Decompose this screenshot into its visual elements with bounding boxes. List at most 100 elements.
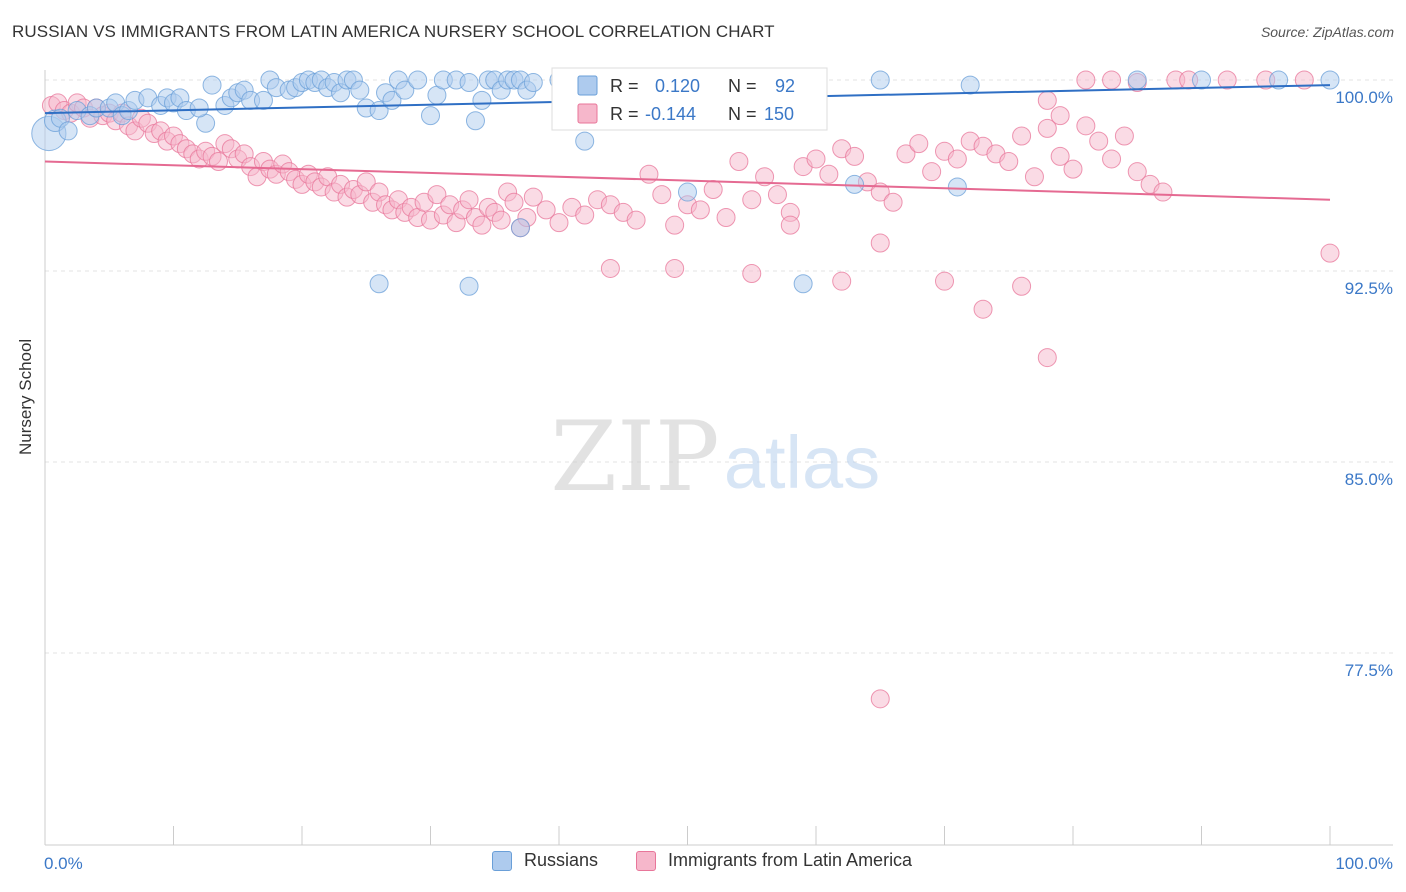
data-point — [1269, 70, 1289, 90]
legend-item-latin[interactable]: Immigrants from Latin America — [636, 850, 912, 871]
data-point — [1217, 70, 1237, 90]
stats-legend-box — [551, 67, 828, 131]
data-point — [845, 146, 865, 166]
data-point — [896, 144, 916, 164]
data-point — [202, 75, 222, 95]
data-point — [665, 215, 685, 235]
r-label-latin: R = — [610, 104, 639, 124]
data-point — [716, 208, 736, 228]
series-legend: Russians Immigrants from Latin America — [0, 850, 1406, 880]
data-point — [491, 210, 511, 230]
data-point — [253, 90, 273, 110]
data-point — [1076, 116, 1096, 136]
data-point — [1127, 162, 1147, 182]
watermark-zip: ZIP — [550, 401, 719, 513]
data-point — [1024, 167, 1044, 187]
data-point — [947, 149, 967, 169]
data-point — [832, 271, 852, 291]
chart-title: RUSSIAN VS IMMIGRANTS FROM LATIN AMERICA… — [12, 22, 775, 41]
data-point — [999, 151, 1019, 171]
data-point — [922, 162, 942, 182]
watermark: ZIP atlas — [550, 401, 880, 513]
data-point — [1294, 70, 1314, 90]
data-point — [1192, 70, 1211, 90]
data-point — [780, 215, 800, 235]
data-point — [1063, 159, 1083, 179]
data-point — [690, 200, 710, 220]
data-point — [665, 258, 685, 278]
data-point — [1320, 243, 1340, 263]
data-point — [504, 192, 524, 212]
legend-swatch-russians — [492, 850, 512, 871]
data-point — [536, 200, 556, 220]
data-point — [652, 185, 672, 205]
data-point — [678, 182, 697, 202]
axes — [44, 70, 1393, 846]
data-point — [1320, 70, 1340, 90]
data-point — [395, 80, 415, 100]
data-point — [793, 274, 813, 294]
data-point — [421, 106, 440, 126]
data-point — [729, 151, 749, 171]
data-point — [472, 90, 492, 110]
data-point — [870, 182, 890, 202]
stats-swatch-latin — [577, 103, 598, 124]
n-value-russians: 92 — [775, 76, 795, 96]
data-point — [350, 80, 370, 100]
data-point — [459, 73, 479, 93]
data-point — [1089, 131, 1109, 151]
data-point — [575, 131, 595, 151]
data-point — [973, 299, 993, 319]
data-point — [626, 210, 646, 230]
data-point — [1076, 70, 1096, 90]
x-tick-label: 0.0% — [44, 854, 83, 873]
data-point — [870, 233, 890, 253]
data-point — [1037, 348, 1057, 368]
chart-source: Source: ZipAtlas.com — [1260, 24, 1394, 40]
legend-item-russians[interactable]: Russians — [492, 850, 598, 871]
data-point — [909, 134, 929, 154]
data-point — [369, 274, 389, 294]
data-point — [1153, 182, 1173, 202]
data-point — [806, 149, 826, 169]
data-point — [755, 167, 775, 187]
data-point — [459, 276, 479, 296]
n-value-latin: 150 — [764, 104, 794, 124]
n-label-latin: N = — [728, 104, 757, 124]
data-point — [935, 271, 954, 291]
data-point — [870, 70, 890, 90]
legend-label-latin: Immigrants from Latin America — [668, 850, 913, 870]
series-points-latin — [41, 70, 1340, 709]
data-point — [427, 185, 447, 205]
data-point — [408, 70, 428, 90]
data-point — [1050, 106, 1070, 126]
legend-swatch-latin — [636, 850, 656, 871]
data-point — [1102, 149, 1122, 169]
r-label-russians: R = — [610, 76, 639, 96]
watermark-atlas: atlas — [724, 421, 880, 504]
data-point — [459, 190, 479, 210]
data-point — [742, 264, 762, 284]
data-point — [1102, 70, 1122, 90]
data-point — [472, 215, 492, 235]
x-tick-label: 100.0% — [1335, 854, 1393, 873]
data-point — [1127, 70, 1147, 90]
data-point — [549, 213, 569, 233]
r-value-russians: 0.120 — [655, 76, 700, 96]
data-point — [58, 121, 78, 141]
data-point — [1012, 276, 1032, 296]
data-point — [600, 258, 620, 278]
data-point — [1114, 126, 1134, 146]
data-point — [703, 180, 723, 200]
data-point — [510, 218, 530, 238]
data-point — [883, 192, 903, 212]
data-point — [1012, 126, 1032, 146]
data-point — [1050, 146, 1070, 166]
data-point — [523, 187, 543, 207]
data-point — [819, 164, 839, 184]
y-tick-label: 77.5% — [1345, 661, 1393, 680]
y-tick-label: 92.5% — [1345, 279, 1393, 298]
y-tick-label: 85.0% — [1345, 470, 1393, 489]
data-point — [742, 190, 762, 210]
